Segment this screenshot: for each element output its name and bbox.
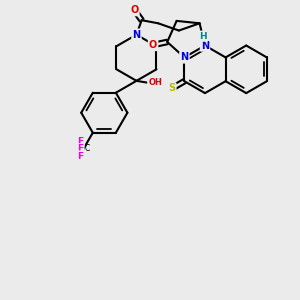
Text: N: N (132, 30, 140, 40)
Text: F: F (77, 137, 83, 146)
Text: C: C (85, 144, 90, 153)
Text: O: O (149, 40, 157, 50)
Text: N: N (180, 52, 188, 62)
Text: N: N (201, 40, 209, 50)
Text: F: F (77, 152, 83, 160)
Text: S: S (168, 83, 175, 93)
Text: H: H (199, 32, 207, 41)
Text: F: F (77, 144, 83, 153)
Text: OH: OH (148, 78, 162, 87)
Text: O: O (130, 5, 139, 15)
